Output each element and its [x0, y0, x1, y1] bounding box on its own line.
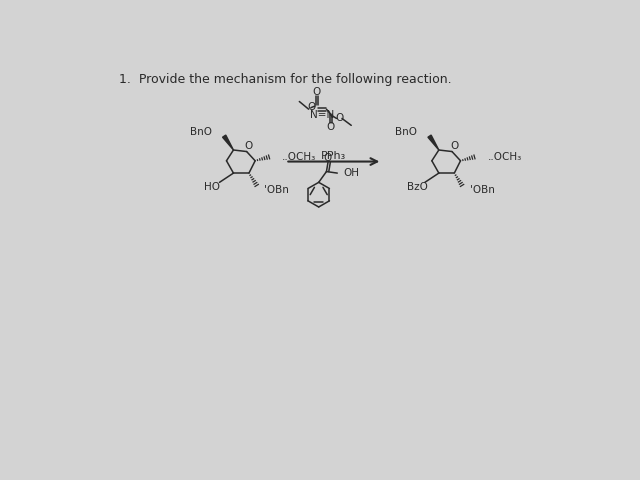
- Text: O: O: [312, 87, 321, 97]
- Text: O: O: [245, 141, 253, 151]
- Text: BzO: BzO: [406, 182, 428, 192]
- Text: ..OCH₃: ..OCH₃: [282, 152, 317, 162]
- Text: O: O: [326, 122, 335, 132]
- Text: BnO: BnO: [395, 127, 417, 137]
- Text: HO: HO: [204, 182, 220, 192]
- Text: 'OBn: 'OBn: [470, 185, 495, 195]
- Text: N=N: N=N: [310, 109, 335, 120]
- Text: O: O: [308, 102, 316, 112]
- Text: BnO: BnO: [189, 127, 212, 137]
- Polygon shape: [223, 135, 234, 150]
- Text: O: O: [324, 154, 332, 164]
- Text: O: O: [335, 113, 344, 123]
- Text: OH: OH: [344, 168, 360, 178]
- Text: ..OCH₃: ..OCH₃: [488, 152, 522, 162]
- Text: 1.  Provide the mechanism for the following reaction.: 1. Provide the mechanism for the followi…: [119, 73, 451, 86]
- Text: PPh₃: PPh₃: [321, 151, 346, 161]
- Text: 'OBn: 'OBn: [264, 185, 289, 195]
- Polygon shape: [428, 135, 439, 150]
- Text: O: O: [450, 141, 458, 151]
